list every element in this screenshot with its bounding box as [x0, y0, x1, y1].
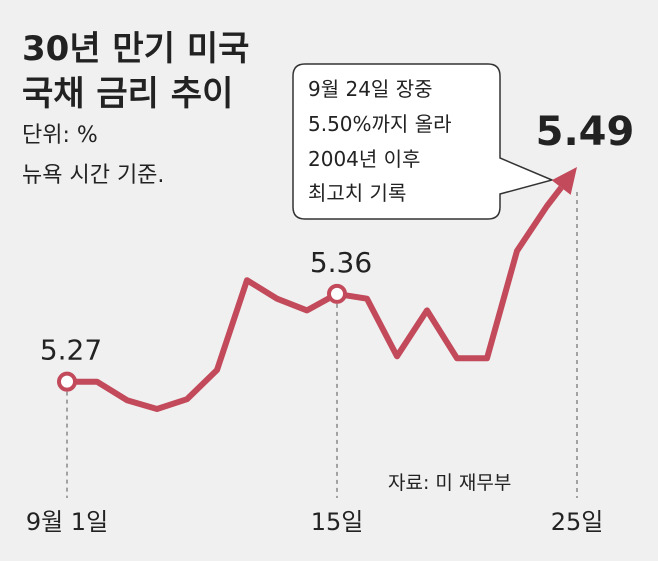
x-tick-label: 15일	[311, 508, 364, 536]
annotation: 9월 24일 장중	[308, 77, 433, 101]
arrowhead	[551, 167, 577, 195]
annotation: 최고치 기록	[308, 181, 406, 205]
annotation: 5.50%까지 올라	[308, 112, 452, 136]
chart-title: 30년 만기 미국	[22, 29, 249, 69]
chart-title: 국채 금리 추이	[22, 74, 233, 114]
value-label: 5.36	[310, 246, 372, 279]
x-tick-label: 25일	[551, 508, 604, 536]
point-marker	[57, 371, 77, 392]
note: 뉴욕 시간 기준.	[22, 163, 164, 188]
subtitle: 단위: %	[22, 123, 98, 148]
value-label: 5.27	[40, 334, 102, 367]
x-tick-label: 9월 1일	[26, 508, 108, 536]
annotation: 2004년 이후	[308, 147, 420, 171]
value-label: 5.49	[536, 109, 635, 155]
callout-box	[292, 63, 555, 220]
point-marker	[327, 283, 347, 304]
line	[67, 185, 564, 412]
source: 자료: 미 재무부	[388, 472, 511, 494]
